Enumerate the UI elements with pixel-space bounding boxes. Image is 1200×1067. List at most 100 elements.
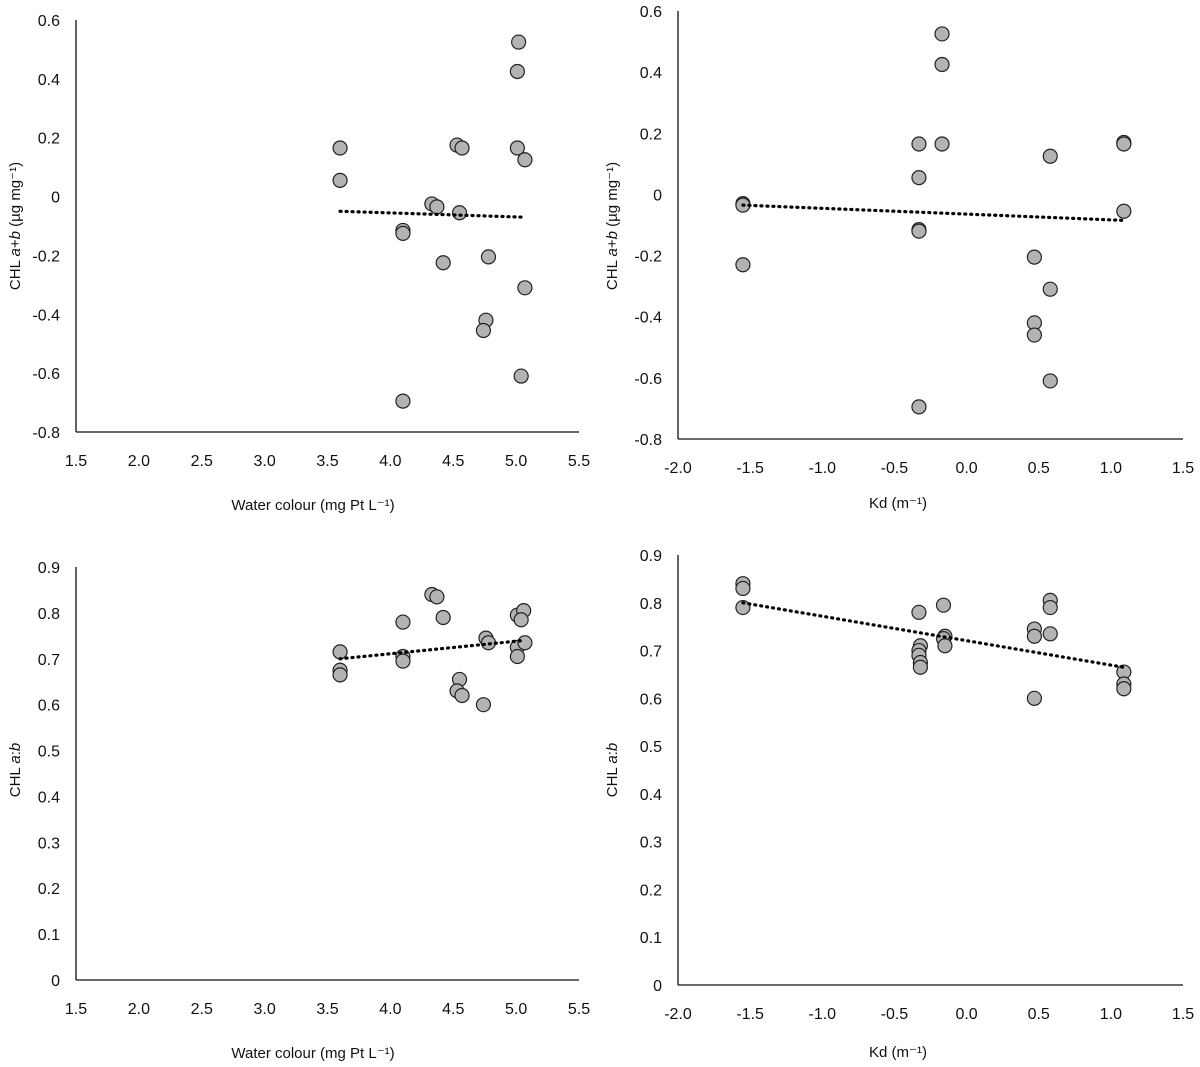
y-tick-label: 0.6 — [640, 691, 662, 708]
x-tick-label: 0.5 — [1028, 460, 1050, 477]
x-tick-label: 3.0 — [254, 453, 276, 470]
x-tick-label: 0.0 — [955, 460, 977, 477]
x-tick-label: 1.0 — [1100, 1006, 1122, 1023]
y-axis-title: CHL a+b (µg mg⁻¹) — [7, 162, 24, 290]
trendline — [338, 638, 526, 661]
y-tick-label: 0.5 — [640, 739, 662, 756]
y-tick-label: 0.2 — [640, 126, 662, 143]
data-point — [911, 170, 927, 186]
x-tick-label: 5.5 — [568, 453, 590, 470]
y-tick-label: 0.8 — [640, 596, 662, 613]
data-point — [429, 589, 445, 605]
data-point — [513, 612, 529, 628]
y-axis-title: CHL a+b (µg mg⁻¹) — [604, 162, 621, 290]
y-tick-label: 0.9 — [38, 560, 60, 577]
x-tick-label: -2.0 — [664, 1006, 692, 1023]
data-point — [511, 34, 527, 50]
data-point — [934, 26, 950, 42]
x-tick-label: -1.0 — [808, 1006, 836, 1023]
data-point — [395, 393, 411, 409]
data-point — [911, 136, 927, 152]
y-tick-label: 0.2 — [640, 882, 662, 899]
y-tick-label: -0.8 — [32, 425, 60, 442]
x-tick-label: 1.5 — [1172, 1006, 1194, 1023]
data-point — [1026, 327, 1042, 343]
y-tick-label: 0.6 — [38, 698, 60, 715]
data-point — [451, 205, 468, 221]
data-point — [934, 136, 950, 152]
y-tick-label: 0.5 — [38, 744, 60, 761]
y-tick-label: 0.3 — [640, 835, 662, 852]
data-point — [1116, 136, 1132, 152]
x-tick-label: 1.0 — [1100, 460, 1122, 477]
y-tick-label: 0.1 — [38, 927, 60, 944]
data-point — [332, 667, 348, 683]
data-point — [435, 609, 451, 626]
y-axis-title: CHL a:b — [7, 743, 24, 797]
x-tick-label: 5.0 — [505, 1001, 527, 1018]
x-tick-label: 0.5 — [1028, 1006, 1050, 1023]
x-tick-label: 3.5 — [316, 453, 338, 470]
y-tick-label: -0.4 — [634, 310, 662, 327]
data-point — [911, 399, 927, 415]
chart-panel-4: -2.0 -1.5 -1.0 -0.5 0.0 0.5 1.0 1.5 0.9 0.8 0.7 0.6… — [604, 548, 1194, 1061]
x-axis-title: Kd (m⁻¹) — [869, 1044, 927, 1061]
y-tick-label: -0.4 — [32, 307, 60, 324]
y-tick-label: -0.8 — [634, 432, 662, 449]
x-tick-label: 5.5 — [568, 1001, 590, 1018]
y-tick-label: -0.6 — [634, 371, 662, 388]
x-tick-label: -0.5 — [881, 1006, 909, 1023]
data-point — [735, 599, 751, 616]
x-tick-label: -2.0 — [664, 460, 692, 477]
y-tick-label: 0.6 — [640, 4, 662, 21]
data-point — [912, 659, 929, 675]
trendline — [741, 203, 1126, 223]
data-point — [1042, 626, 1058, 642]
data-point — [509, 140, 525, 156]
data-point — [1026, 690, 1042, 706]
data-point — [454, 687, 470, 704]
data-point — [1026, 628, 1042, 644]
y-tick-label: 0.4 — [38, 72, 60, 89]
data-point — [735, 580, 751, 597]
y-tick-label: 0.3 — [38, 835, 60, 852]
data-point — [395, 614, 411, 630]
data-point — [735, 257, 751, 273]
x-axis-title: Kd (m⁻¹) — [869, 495, 927, 512]
x-tick-label: 4.0 — [379, 453, 401, 470]
chart-panel-1: 1.5 2.0 2.5 3.0 3.5 4.0 4.5 5.0 5.5 0.6 0.4 0.2 0 -0.… — [7, 13, 590, 514]
y-tick-label: 0.6 — [38, 13, 60, 30]
x-tick-label: 2.0 — [128, 1001, 150, 1018]
data-point — [517, 635, 533, 651]
x-tick-label: -0.5 — [881, 460, 909, 477]
y-tick-label: -0.2 — [634, 249, 662, 266]
x-axis-title: Water colour (mg Pt L⁻¹) — [231, 1045, 394, 1062]
data-point — [509, 648, 525, 665]
data-point — [435, 255, 451, 271]
data-point — [1116, 681, 1132, 697]
x-tick-label: 2.5 — [191, 1001, 213, 1018]
trendline — [338, 209, 526, 219]
x-tick-label: -1.5 — [736, 460, 764, 477]
data-point — [332, 140, 348, 156]
x-tick-label: 3.5 — [316, 1001, 338, 1018]
y-tick-label: 0.1 — [640, 930, 662, 947]
data-point — [1042, 148, 1058, 164]
y-tick-label: 0.4 — [640, 787, 662, 804]
chart-panel-3: 1.5 2.0 2.5 3.0 3.5 4.0 4.5 5.0 5.5 0.9 0.8 0.7 0.6 0… — [7, 560, 590, 1062]
y-tick-label: 0.8 — [38, 606, 60, 623]
data-point — [517, 280, 533, 296]
x-tick-label: 4.0 — [379, 1001, 401, 1018]
data-point — [517, 152, 533, 168]
y-tick-label: 0 — [653, 187, 662, 204]
y-tick-label: -0.6 — [32, 366, 60, 383]
y-tick-label: 0 — [51, 973, 60, 990]
data-point — [911, 604, 927, 620]
data-point — [513, 368, 529, 384]
x-tick-label: 1.5 — [65, 1001, 87, 1018]
x-tick-label: 3.0 — [254, 1001, 276, 1018]
data-point — [395, 225, 411, 241]
chart-panel-2: -2.0 -1.5 -1.0 -0.5 0.0 0.5 1.0 1.5 0.6 0.4 0.2 0 -0… — [604, 4, 1194, 512]
y-tick-label: 0.2 — [38, 881, 60, 898]
